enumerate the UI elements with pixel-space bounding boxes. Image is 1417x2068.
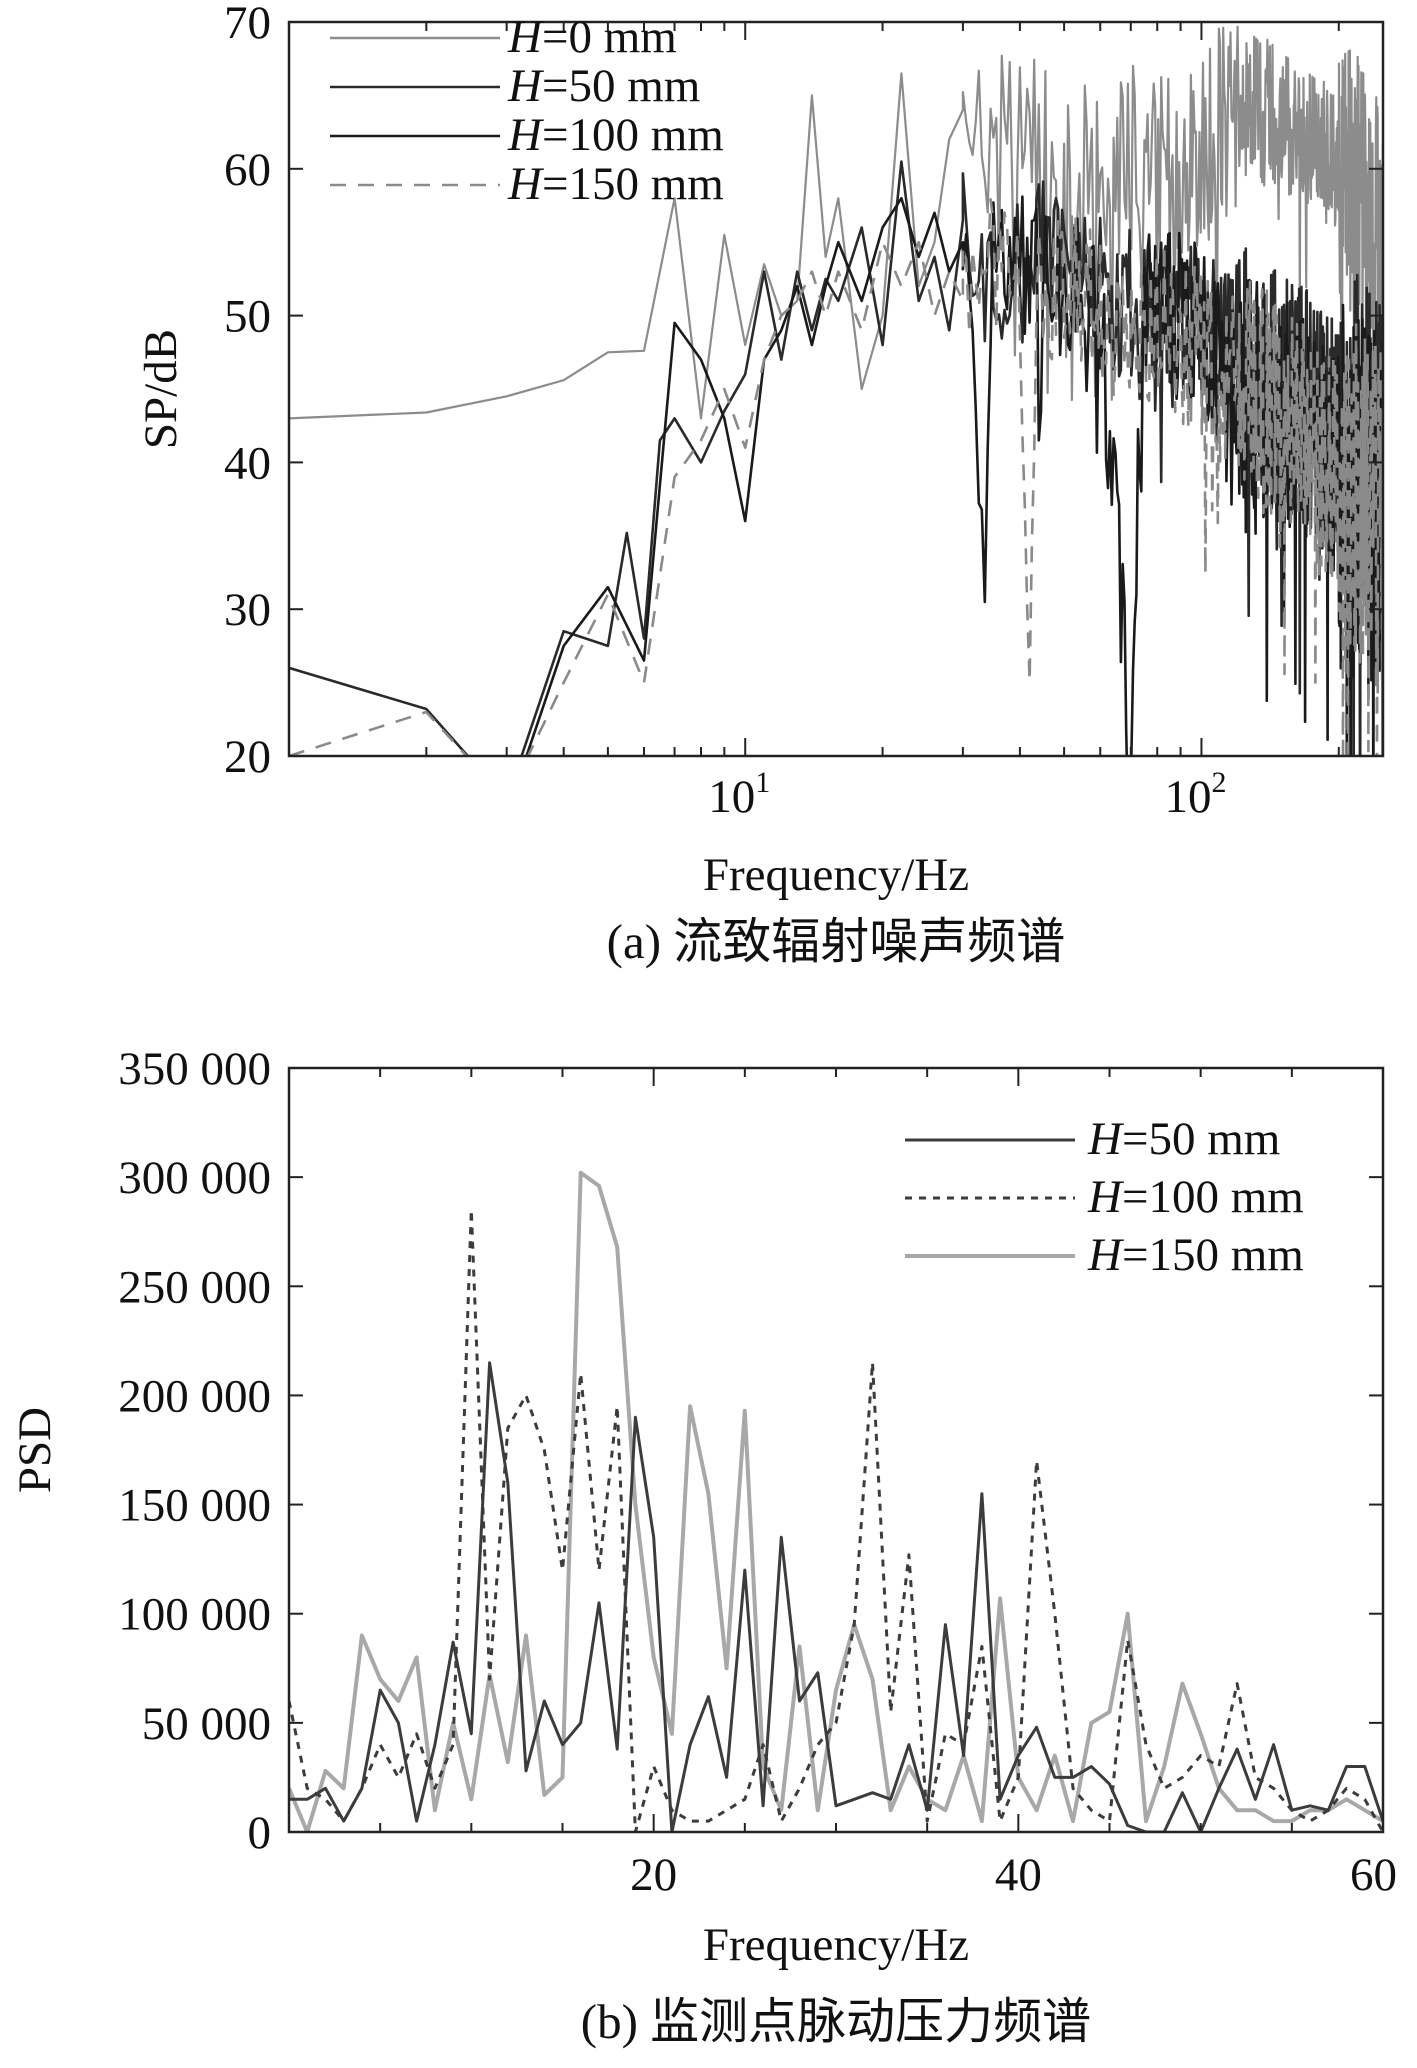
panel-b-legend-label: H=150 mm bbox=[1087, 1229, 1304, 1281]
panel-b-series-line bbox=[289, 1208, 1383, 1832]
panel-b-xtick-label: 40 bbox=[995, 1849, 1042, 1901]
panel-b-legend-label: H=100 mm bbox=[1087, 1171, 1304, 1223]
panel-b-xlabel: Frequency/Hz bbox=[703, 1919, 969, 1971]
panel-a-legend-label: H=150 mm bbox=[507, 158, 724, 210]
panel-b-series-line bbox=[289, 1361, 1383, 1832]
panel-a-ytick-label: 60 bbox=[224, 144, 271, 196]
panel-a-ytick-label: 40 bbox=[224, 437, 271, 489]
panel-a-series-line bbox=[289, 25, 1383, 541]
panel-a-xtick-label: 102 bbox=[1164, 766, 1226, 823]
panel-a-ylabel: SP/dB bbox=[135, 329, 187, 449]
panel-a-series-line bbox=[289, 195, 1383, 756]
panel-b-legend: H=50 mm H=100 mm H=150 mm bbox=[905, 1113, 1304, 1281]
panel-b-ytick-label: 100 000 bbox=[118, 1589, 271, 1641]
panel-a-ticks: 20 30 40 50 60 70 101 102 bbox=[224, 0, 1383, 823]
panel-b-ytick-label: 50 000 bbox=[142, 1698, 271, 1750]
panel-b-ytick-label: 350 000 bbox=[118, 1043, 271, 1095]
panel-b-ytick-label: 250 000 bbox=[118, 1261, 271, 1313]
panel-b-chart: 0 50 000 100 000 150 000 200 000 250 000 300 0… bbox=[9, 1043, 1397, 2049]
panel-a-legend: H=0 mmH=50 mmH=100 mmH=150 mm bbox=[330, 11, 724, 210]
panel-b-ytick-label: 200 000 bbox=[118, 1370, 271, 1422]
panel-b-xtick-label: 60 bbox=[1350, 1849, 1397, 1901]
panel-a-series-group bbox=[289, 25, 1383, 756]
panel-a-legend-label: H=0 mm bbox=[507, 11, 677, 63]
panel-a-legend-label: H=50 mm bbox=[507, 60, 700, 112]
panel-a-ytick-label: 20 bbox=[224, 731, 271, 783]
panel-b-ytick-label: 0 bbox=[248, 1807, 272, 1859]
panel-a-ytick-label: 50 bbox=[224, 291, 271, 343]
panel-a-chart: 20 30 40 50 60 70 101 102 H=0 mmH=50 mmH=100 mm… bbox=[135, 0, 1385, 969]
panel-b-ytick-label: 300 000 bbox=[118, 1152, 271, 1204]
panel-a-series-line bbox=[289, 198, 1383, 756]
panel-b-xtick-label: 20 bbox=[630, 1849, 677, 1901]
panel-a-legend-label: H=100 mm bbox=[507, 109, 724, 161]
panel-b-ytick-label: 150 000 bbox=[118, 1480, 271, 1532]
panel-a-caption: (a) 流致辐射噪声频谱 bbox=[607, 914, 1066, 969]
panel-b-ylabel: PSD bbox=[9, 1407, 61, 1493]
panel-b-series-line bbox=[289, 1170, 1383, 1832]
panel-b-ticks: 0 50 000 100 000 150 000 200 000 250 000 300 0… bbox=[118, 1043, 1397, 1901]
panel-a-xlabel: Frequency/Hz bbox=[703, 849, 969, 901]
panel-a-ytick-label: 30 bbox=[224, 584, 271, 636]
panel-a-plot-frame bbox=[287, 20, 1385, 758]
panel-b-legend-label: H=50 mm bbox=[1087, 1113, 1280, 1165]
panel-b-series-group bbox=[289, 1170, 1383, 1832]
panel-b-caption: (b) 监测点脉动压力频谱 bbox=[581, 1994, 1091, 2049]
panel-a-ytick-label: 70 bbox=[224, 0, 271, 49]
panel-a-xtick-label: 101 bbox=[708, 766, 770, 823]
